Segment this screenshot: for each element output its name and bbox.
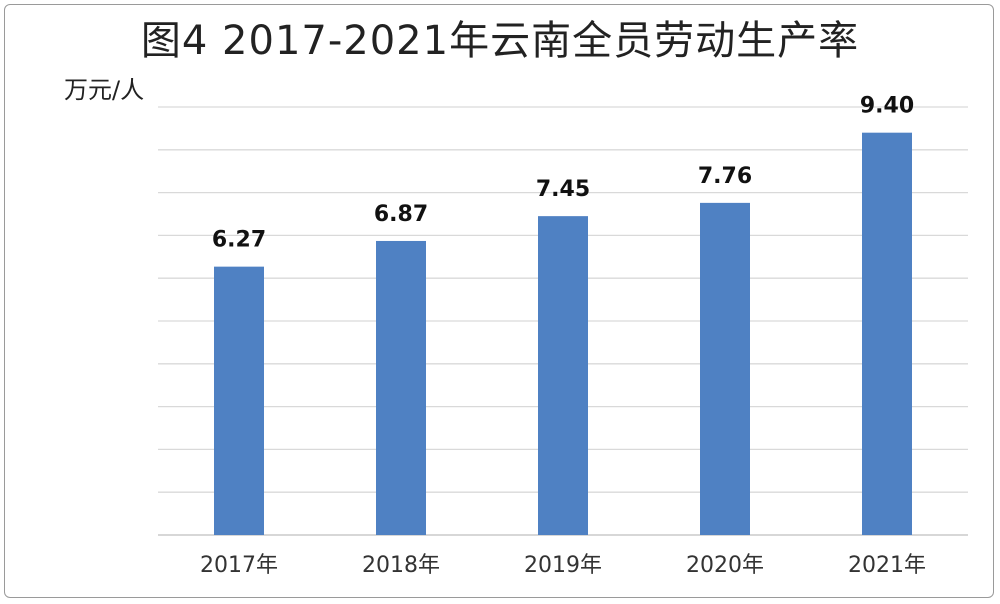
bar-2020年 — [700, 202, 750, 535]
x-tick-label-2017年: 2017年 — [200, 553, 278, 578]
x-tick-labels: 2017年 2018年 2019年 2020年 2021年 — [200, 553, 926, 578]
y-axis-unit-label: 万元/人 — [64, 76, 145, 104]
x-tick-label-2021年: 2021年 — [848, 553, 926, 578]
data-label-2019年: 7.45 — [536, 177, 590, 202]
chart-title: 图4 2017-2021年云南全员劳动生产率 — [140, 18, 860, 64]
data-label-2017年: 6.27 — [212, 228, 266, 253]
bar-2017年 — [214, 266, 264, 535]
x-tick-label-2020年: 2020年 — [686, 553, 764, 578]
x-tick-label-2019年: 2019年 — [524, 553, 602, 578]
chart-frame — [4, 4, 994, 598]
bar-2018年 — [376, 240, 426, 536]
data-label-2020年: 7.76 — [698, 164, 752, 189]
data-label-2018年: 6.87 — [374, 202, 428, 227]
data-labels: 6.27 6.87 7.45 7.76 9.40 — [212, 94, 914, 253]
bars — [214, 132, 912, 536]
x-tick-label-2018年: 2018年 — [362, 553, 440, 578]
data-label-2021年: 9.40 — [860, 94, 914, 119]
bar-2019年 — [538, 216, 588, 535]
bar-2021年 — [862, 132, 912, 535]
